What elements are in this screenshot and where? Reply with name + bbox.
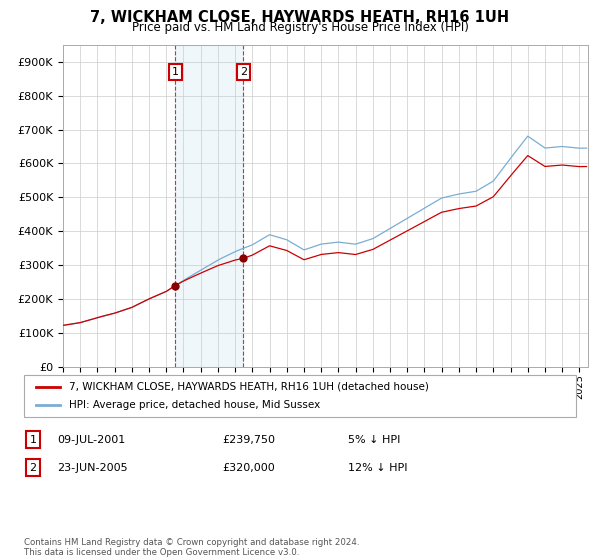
Text: 7, WICKHAM CLOSE, HAYWARDS HEATH, RH16 1UH (detached house): 7, WICKHAM CLOSE, HAYWARDS HEATH, RH16 1… xyxy=(69,382,429,392)
Text: HPI: Average price, detached house, Mid Sussex: HPI: Average price, detached house, Mid … xyxy=(69,400,320,410)
Text: 1: 1 xyxy=(29,435,37,445)
HPI: Average price, detached house, Mid Sussex: (2e+03, 2.3e+05): Average price, detached house, Mid Susse… xyxy=(167,286,174,292)
Text: 5% ↓ HPI: 5% ↓ HPI xyxy=(348,435,400,445)
HPI: Average price, detached house, Mid Sussex: (2e+03, 1.58e+05): Average price, detached house, Mid Susse… xyxy=(111,310,118,316)
7, WICKHAM CLOSE, HAYWARDS HEATH, RH16 1UH (detached house) xyxy=(524,152,532,159)
Text: 09-JUL-2001: 09-JUL-2001 xyxy=(57,435,125,445)
HPI: Average price, detached house, Mid Sussex: (2.02e+03, 4.63e+05): Average price, detached house, Mid Susse… xyxy=(418,207,425,213)
7, WICKHAM CLOSE, HAYWARDS HEATH, RH16 1UH (detached house) xyxy=(583,163,590,170)
7, WICKHAM CLOSE, HAYWARDS HEATH, RH16 1UH (detached house) xyxy=(148,294,155,301)
Text: 1: 1 xyxy=(172,67,179,77)
7, WICKHAM CLOSE, HAYWARDS HEATH, RH16 1UH (detached house) xyxy=(167,285,174,292)
7, WICKHAM CLOSE, HAYWARDS HEATH, RH16 1UH (detached house) xyxy=(446,207,454,214)
HPI: Average price, detached house, Mid Sussex: (2e+03, 2.04e+05): Average price, detached house, Mid Susse… xyxy=(148,295,155,301)
7, WICKHAM CLOSE, HAYWARDS HEATH, RH16 1UH (detached house) xyxy=(418,220,425,226)
Text: Price paid vs. HM Land Registry's House Price Index (HPI): Price paid vs. HM Land Registry's House … xyxy=(131,21,469,34)
Text: 2: 2 xyxy=(29,463,37,473)
HPI: Average price, detached house, Mid Sussex: (2.01e+03, 3.65e+05): Average price, detached house, Mid Susse… xyxy=(342,240,349,246)
Line: 7, WICKHAM CLOSE, HAYWARDS HEATH, RH16 1UH (detached house): 7, WICKHAM CLOSE, HAYWARDS HEATH, RH16 1… xyxy=(63,156,587,325)
7, WICKHAM CLOSE, HAYWARDS HEATH, RH16 1UH (detached house) xyxy=(59,322,67,329)
Text: 23-JUN-2005: 23-JUN-2005 xyxy=(57,463,128,473)
Text: £239,750: £239,750 xyxy=(222,435,275,445)
Text: £320,000: £320,000 xyxy=(222,463,275,473)
HPI: Average price, detached house, Mid Sussex: (2.02e+03, 5.04e+05): Average price, detached house, Mid Susse… xyxy=(446,193,454,199)
Text: 7, WICKHAM CLOSE, HAYWARDS HEATH, RH16 1UH: 7, WICKHAM CLOSE, HAYWARDS HEATH, RH16 1… xyxy=(91,10,509,25)
Text: Contains HM Land Registry data © Crown copyright and database right 2024.
This d: Contains HM Land Registry data © Crown c… xyxy=(24,538,359,557)
7, WICKHAM CLOSE, HAYWARDS HEATH, RH16 1UH (detached house) xyxy=(342,250,349,257)
Bar xyxy=(175,45,243,367)
Text: 2: 2 xyxy=(239,67,247,77)
7, WICKHAM CLOSE, HAYWARDS HEATH, RH16 1UH (detached house) xyxy=(111,310,118,316)
HPI: Average price, detached house, Mid Sussex: (2.02e+03, 6.8e+05): Average price, detached house, Mid Susse… xyxy=(524,133,532,139)
HPI: Average price, detached house, Mid Sussex: (2.03e+03, 6.45e+05): Average price, detached house, Mid Susse… xyxy=(583,145,590,152)
Text: 12% ↓ HPI: 12% ↓ HPI xyxy=(348,463,407,473)
Line: HPI: Average price, detached house, Mid Sussex: HPI: Average price, detached house, Mid … xyxy=(63,136,587,325)
HPI: Average price, detached house, Mid Sussex: (2e+03, 1.22e+05): Average price, detached house, Mid Susse… xyxy=(59,322,67,329)
